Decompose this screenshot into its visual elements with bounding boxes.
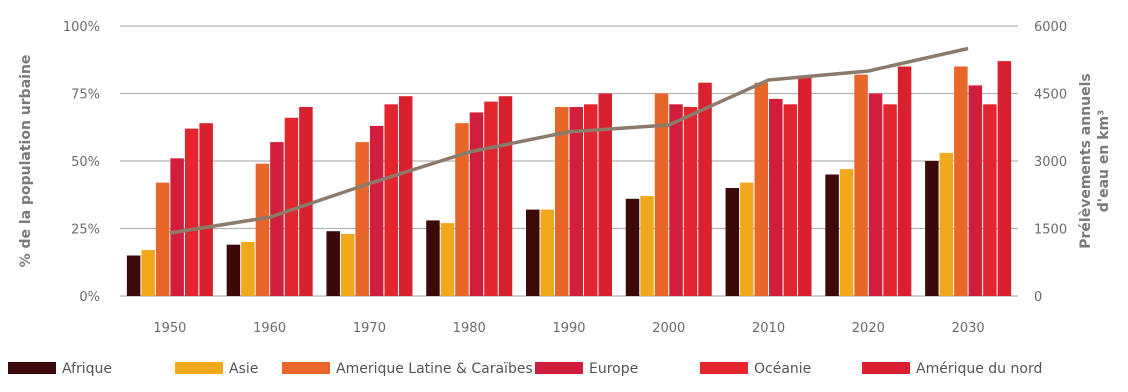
x-tick-label: 1950 <box>153 321 186 336</box>
bar <box>526 209 540 296</box>
bar <box>925 161 939 296</box>
bar <box>426 220 440 296</box>
x-tick-label: 2010 <box>752 321 785 336</box>
bar <box>155 182 170 296</box>
bar <box>897 66 912 296</box>
y2-tick-label: 6000 <box>1034 20 1067 35</box>
legend-swatch <box>175 362 223 374</box>
x-tick-label: 2030 <box>952 321 985 336</box>
legend-swatch <box>862 362 910 374</box>
bar <box>355 142 369 296</box>
bar <box>299 107 313 296</box>
legend-label: Amerique Latine & Caraïbes <box>336 361 533 377</box>
bar <box>141 250 155 296</box>
y-tick-label: 25% <box>71 223 100 238</box>
bar <box>983 104 997 296</box>
y2-axis-title-line1: Prélèvements annuels <box>1078 73 1094 249</box>
y-axis-title: % de la population urbaine <box>18 55 34 268</box>
bar <box>625 198 640 296</box>
legend-swatch <box>8 362 56 374</box>
y2-tick-label: 4500 <box>1034 88 1067 103</box>
bar <box>384 104 398 296</box>
x-tick-label: 1990 <box>552 321 585 336</box>
bar <box>725 188 740 296</box>
grid-layer <box>120 25 1018 297</box>
legend-label: Océanie <box>754 361 811 377</box>
bar <box>326 231 340 296</box>
bar <box>769 98 783 297</box>
bar <box>270 142 284 296</box>
bar <box>255 163 270 296</box>
y-tick-label: 0% <box>79 290 100 305</box>
bar <box>440 223 455 296</box>
bar <box>654 93 669 296</box>
bar <box>540 209 554 296</box>
bar <box>498 96 513 296</box>
bar <box>997 61 1012 296</box>
bar <box>968 85 983 297</box>
bar <box>698 82 712 296</box>
water-withdrawal-line <box>169 46 969 235</box>
bar <box>398 96 413 296</box>
y2-axis-title-line2: d'eau en km³ <box>1096 110 1112 212</box>
bar <box>126 255 141 296</box>
bar <box>455 123 469 296</box>
bar <box>954 66 968 296</box>
bar <box>170 158 184 296</box>
bar <box>854 74 868 296</box>
bar <box>683 107 698 296</box>
legend-label: Afrique <box>62 361 112 377</box>
legend-label: Amérique du nord <box>916 361 1042 377</box>
x-tick-label: 1960 <box>253 321 286 336</box>
y-tick-label: 50% <box>71 155 100 170</box>
x-tick-label: 2000 <box>652 321 685 336</box>
legend-swatch <box>282 362 330 374</box>
bar <box>284 117 299 296</box>
bar <box>740 182 754 296</box>
bar <box>484 101 498 296</box>
y-tick-label: 100% <box>63 20 100 35</box>
bar <box>340 233 355 296</box>
bar <box>598 93 612 296</box>
bar <box>754 82 769 296</box>
bars-layer <box>126 61 1012 297</box>
x-tick-label: 2020 <box>852 321 885 336</box>
line-layer <box>169 46 969 235</box>
y2-tick-label: 3000 <box>1034 155 1067 170</box>
bar <box>584 104 598 296</box>
bar <box>839 169 854 296</box>
legend-swatch <box>700 362 748 374</box>
legend-layer: Afrique Asie Amerique Latine & Caraïbes Eur… <box>8 361 1042 377</box>
bar <box>369 125 384 297</box>
x-tick-label: 1970 <box>353 321 386 336</box>
bar <box>184 128 199 296</box>
bar <box>640 196 654 296</box>
bar <box>669 104 683 296</box>
legend-label: Europe <box>589 361 638 377</box>
bar <box>569 107 583 296</box>
bar <box>939 152 954 296</box>
bar <box>883 104 897 296</box>
bar <box>798 77 812 296</box>
x-tick-label: 1980 <box>453 321 486 336</box>
bar <box>825 174 839 296</box>
axes-layer: 0% 0 25% 1500 50% 3000 75% 4500 100% 6000 1950 1960… <box>18 20 1112 336</box>
legend-label: Asie <box>229 361 258 377</box>
bar <box>241 242 255 296</box>
y2-tick-label: 1500 <box>1034 223 1067 238</box>
y2-tick-label: 0 <box>1034 290 1042 305</box>
legend-swatch <box>535 362 583 374</box>
y-tick-label: 75% <box>71 88 100 103</box>
bar <box>555 107 569 296</box>
bar <box>469 112 484 297</box>
bar <box>783 104 798 296</box>
bar <box>199 123 213 296</box>
bar <box>226 244 241 296</box>
bar <box>868 93 883 296</box>
